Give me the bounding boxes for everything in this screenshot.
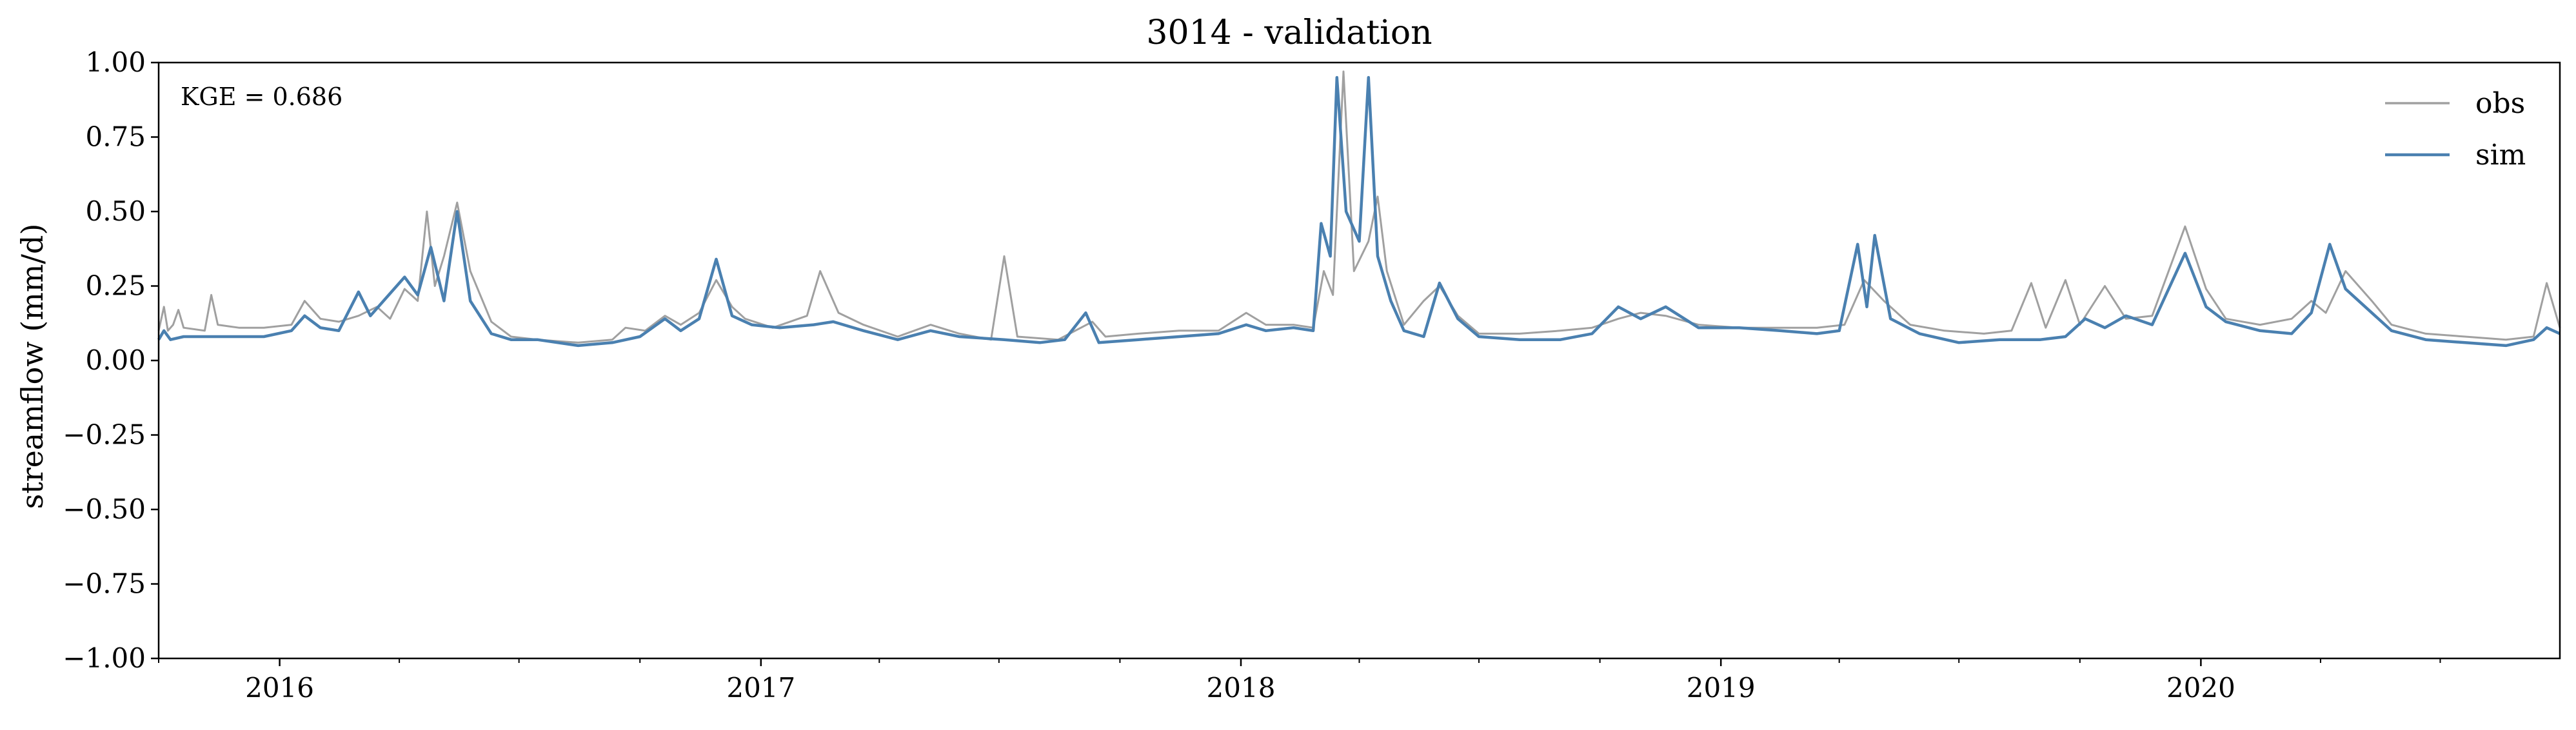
series-line-sim — [157, 75, 2561, 348]
legend-sim-label: sim — [2475, 139, 2526, 172]
x-tick-label: 2018 — [1207, 672, 1276, 704]
y-tick-label: 0.50 — [85, 195, 146, 227]
x-tick-label: 2016 — [245, 672, 314, 704]
y-tick-label: 0.75 — [85, 121, 146, 153]
y-tick-label: −0.25 — [63, 419, 146, 451]
y-tick-label: −1.00 — [63, 642, 146, 674]
y-tick-label: 1.00 — [85, 46, 146, 78]
kge-annotation: KGE = 0.686 — [181, 83, 342, 111]
y-tick-label: −0.50 — [63, 493, 146, 525]
y-tick-label: −0.75 — [63, 568, 146, 600]
y-tick-label: 0.00 — [85, 344, 146, 376]
plot-frame — [157, 61, 2561, 660]
series-layer — [157, 70, 2561, 348]
series-line-obs — [157, 70, 2561, 344]
x-tick-label: 2017 — [726, 672, 795, 704]
y-axis-label: streamflow (mm/d) — [15, 224, 50, 509]
chart-title: 3014 - validation — [1146, 14, 1432, 52]
x-tick-label: 2019 — [1687, 672, 1756, 704]
y-axis: 1.00 0.75 0.50 0.25 0.00 −0.25 −0.50 −0.75 −1.00 — [63, 46, 159, 674]
legend: obs sim — [2385, 87, 2526, 172]
x-axis: 2016 2017 2018 2019 2020 — [158, 658, 2441, 704]
x-tick-label: 2020 — [2166, 672, 2235, 704]
legend-obs-label: obs — [2475, 87, 2525, 120]
y-tick-label: 0.25 — [85, 270, 146, 302]
